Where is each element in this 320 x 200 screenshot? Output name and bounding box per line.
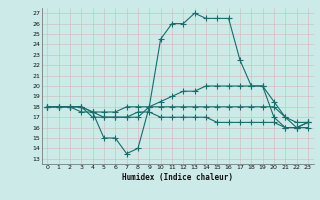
X-axis label: Humidex (Indice chaleur): Humidex (Indice chaleur): [122, 173, 233, 182]
